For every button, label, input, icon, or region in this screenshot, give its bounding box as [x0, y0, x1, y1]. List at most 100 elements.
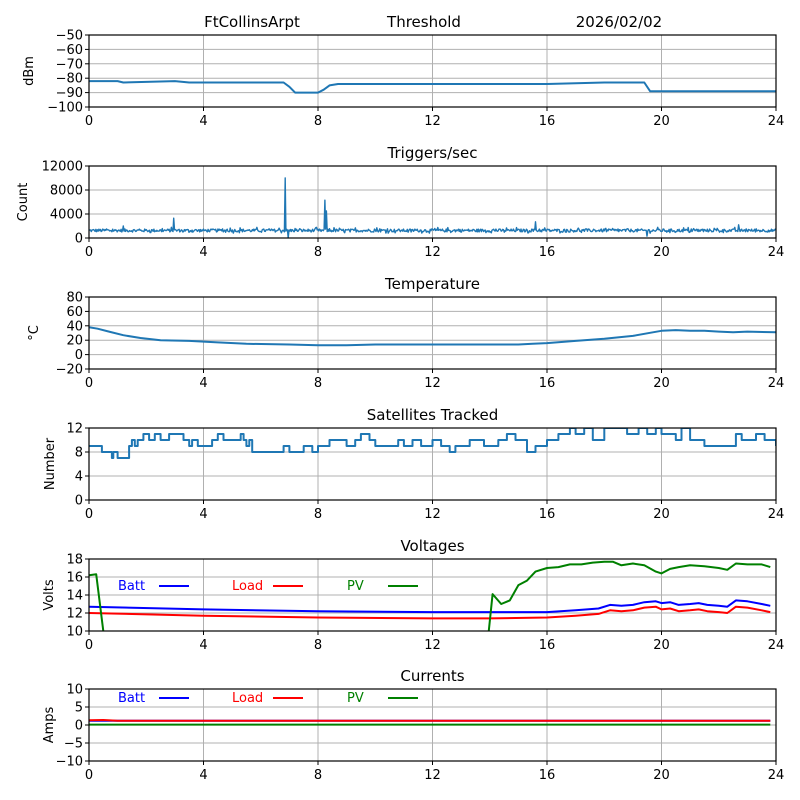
x-tick-label: 0: [85, 114, 93, 129]
x-tick-label: 24: [768, 376, 785, 391]
y-tick-label: 8: [75, 446, 83, 461]
panel-title: Voltages: [400, 537, 464, 555]
x-tick-label: 16: [539, 376, 556, 391]
series-line-signal: [89, 80, 776, 94]
satellites-panel: 0 4 8 12 16 20 24 0 4 8 12 Satellites Tracked Number: [43, 406, 784, 522]
currents-panel: 0 4 8 12 16 20 24 −10 −5 0 5 10 Currents Amps Batt Load…: [42, 667, 784, 783]
x-tick-label: 8: [314, 245, 322, 260]
y-axis-label: Count: [16, 183, 31, 222]
x-tick-label: 20: [653, 638, 670, 653]
y-tick-label: 0: [75, 232, 83, 247]
y-tick-label: −90: [56, 86, 83, 101]
y-axis-label: Amps: [42, 706, 57, 743]
x-tick-label: 20: [653, 376, 670, 391]
panel-title: Currents: [400, 667, 464, 685]
y-tick-label: 0: [75, 719, 83, 734]
series-line-pv: [89, 573, 105, 631]
plot-area: [89, 326, 776, 347]
legend-label: PV: [347, 579, 364, 594]
plot-area: [89, 719, 771, 726]
y-tick-label: 40: [66, 319, 83, 334]
x-tick-label: 12: [424, 376, 441, 391]
series-line-pv: [487, 560, 771, 631]
y-tick-label: 10: [66, 683, 83, 698]
y-tick-label: −10: [56, 755, 83, 770]
signal-panel: 0 4 8 12 16 20 24 −100−90−80−70−60−50 dBm: [22, 29, 784, 130]
x-tick-label: 4: [199, 507, 207, 522]
x-tick-label: 16: [539, 114, 556, 129]
y-tick-label: 8000: [50, 184, 83, 199]
legend-item-pv: PV: [347, 691, 418, 706]
x-tick-label: 4: [199, 376, 207, 391]
panel-title: Temperature: [384, 275, 480, 293]
x-tick-label: 0: [85, 638, 93, 653]
x-tick-label: 24: [768, 768, 785, 783]
y-tick-label: 12000: [42, 160, 83, 175]
series-line-satellites: [89, 428, 776, 459]
y-tick-label: 14: [66, 589, 83, 604]
x-tick-label: 20: [653, 507, 670, 522]
y-tick-label: 80: [66, 291, 83, 306]
y-tick-label: 20: [66, 334, 83, 349]
x-tick-label: 4: [199, 245, 207, 260]
y-tick-label: −20: [56, 363, 83, 378]
x-tick-label: 0: [85, 376, 93, 391]
x-tick-label: 12: [424, 638, 441, 653]
x-tick-label: 8: [314, 638, 322, 653]
x-tick-label: 8: [314, 114, 322, 129]
plot-area: [89, 560, 771, 631]
y-tick-label: 4000: [50, 208, 83, 223]
y-tick-label: 4: [75, 470, 83, 485]
x-tick-label: 12: [424, 507, 441, 522]
plot-area: [89, 177, 776, 238]
x-tick-label: 12: [424, 768, 441, 783]
x-tick-label: 4: [199, 638, 207, 653]
plot-area: [89, 428, 776, 459]
x-tick-label: 16: [539, 638, 556, 653]
x-tick-label: 24: [768, 114, 785, 129]
x-tick-label: 24: [768, 245, 785, 260]
x-tick-label: 8: [314, 376, 322, 391]
y-tick-label: 16: [66, 571, 83, 586]
y-tick-label: 12: [66, 422, 83, 437]
x-tick-label: 8: [314, 768, 322, 783]
date-label: 2026/02/02: [576, 13, 662, 31]
x-tick-label: 16: [539, 245, 556, 260]
x-tick-label: 20: [653, 114, 670, 129]
y-tick-label: 60: [66, 305, 83, 320]
y-axis-label: °C: [27, 325, 42, 341]
y-tick-label: −60: [56, 43, 83, 58]
legend-item-load: Load: [232, 579, 303, 594]
voltages-panel: 0 4 8 12 16 20 24 10 12 14 16 18 Voltages Volts Batt Lo…: [42, 537, 784, 653]
series-line-temperature: [89, 326, 776, 347]
x-tick-label: 4: [199, 114, 207, 129]
x-tick-label: 12: [424, 245, 441, 260]
panel-title: Satellites Tracked: [367, 406, 498, 424]
x-tick-label: 12: [424, 114, 441, 129]
y-axis-label: Volts: [42, 579, 57, 611]
y-tick-label: 0: [75, 494, 83, 509]
x-tick-label: 0: [85, 507, 93, 522]
x-tick-label: 16: [539, 507, 556, 522]
plot-area: [89, 80, 776, 94]
legend-item-load: Load: [232, 691, 303, 706]
station-name: FtCollinsArpt: [204, 13, 300, 31]
panel-title: Triggers/sec: [387, 144, 478, 162]
y-tick-label: 18: [66, 553, 83, 568]
triggers-panel: 0 4 8 12 16 20 24 0 4000 8000 12000 Triggers/sec Cou…: [16, 144, 784, 260]
mode-label: Threshold: [386, 13, 461, 31]
y-axis-label: Number: [43, 437, 58, 490]
x-tick-label: 24: [768, 507, 785, 522]
x-tick-label: 0: [85, 768, 93, 783]
x-tick-label: 8: [314, 507, 322, 522]
series-line-load: [89, 719, 771, 722]
y-tick-label: −100: [47, 101, 83, 116]
legend-label: Batt: [118, 579, 145, 594]
legend-item-pv: PV: [347, 579, 418, 594]
x-tick-label: 20: [653, 768, 670, 783]
y-tick-label: −50: [56, 29, 83, 44]
x-tick-label: 16: [539, 768, 556, 783]
y-tick-label: 12: [66, 607, 83, 622]
